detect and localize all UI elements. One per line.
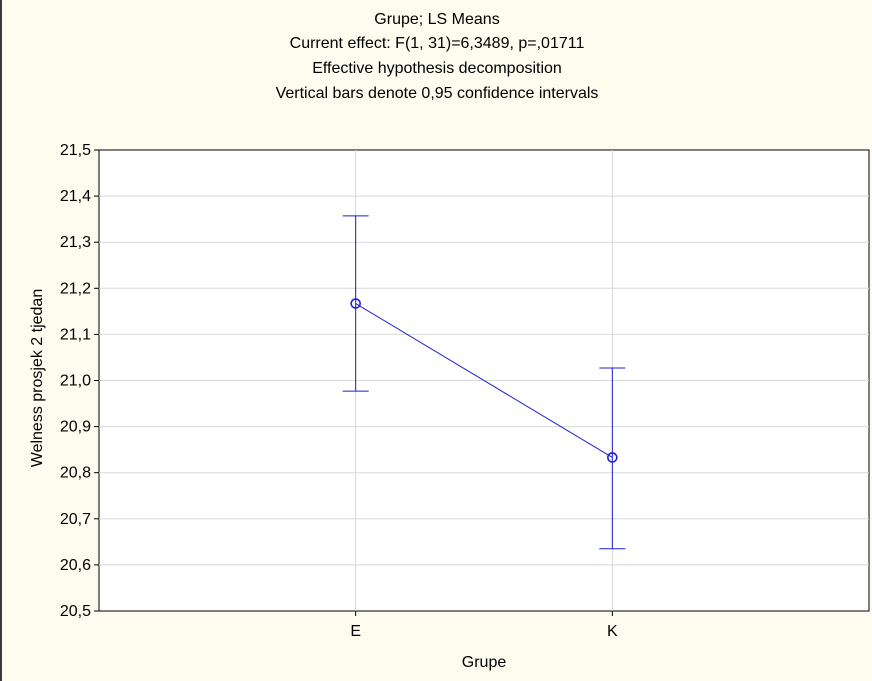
chart-title: Grupe; LS Means bbox=[374, 11, 499, 28]
y-tick-label: 21,5 bbox=[60, 142, 91, 159]
y-tick-label: 20,9 bbox=[60, 419, 91, 436]
x-axis-title: Grupe bbox=[462, 654, 507, 671]
data-point bbox=[607, 452, 618, 463]
y-tick-label: 20,6 bbox=[60, 557, 91, 574]
y-tick-label: 20,8 bbox=[60, 465, 91, 482]
data-point bbox=[350, 298, 361, 309]
y-axis-ticks: 20,5 20,6 20,7 20,8 20,9 21,0 21,1 21,2 21,3 21,4… bbox=[60, 142, 99, 620]
y-tick-label: 21,2 bbox=[60, 280, 91, 297]
y-tick-label: 21,4 bbox=[60, 188, 91, 205]
series-line bbox=[355, 303, 613, 458]
y-tick-label: 20,7 bbox=[60, 511, 91, 528]
y-tick-label: 21,0 bbox=[60, 373, 91, 390]
series-layer bbox=[342, 215, 626, 550]
chart-subtitle-effect: Current effect: F(1, 31)=6,3489, p=,0171… bbox=[290, 35, 585, 52]
y-axis-title: Welness prosjek 2 tjedan bbox=[29, 289, 46, 467]
chart-subtitle-ci-note: Vertical bars denote 0,95 confidence int… bbox=[276, 85, 599, 102]
y-tick-label: 20,5 bbox=[60, 603, 91, 620]
chart-subtitle-decomposition: Effective hypothesis decomposition bbox=[312, 60, 562, 77]
x-tick-label: E bbox=[350, 623, 361, 640]
x-tick-label: K bbox=[607, 623, 618, 640]
y-tick-label: 21,3 bbox=[60, 234, 91, 251]
y-tick-label: 21,1 bbox=[60, 326, 91, 343]
